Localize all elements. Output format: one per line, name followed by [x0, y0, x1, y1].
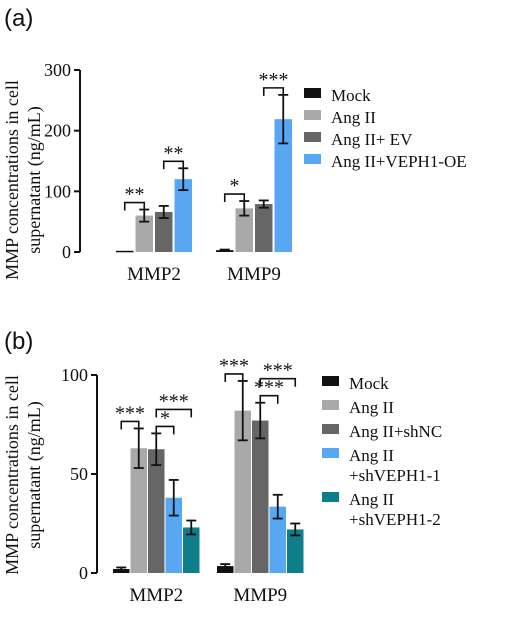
significance-label: **: [125, 184, 145, 206]
y-tick-label: 100: [61, 365, 88, 385]
significance-bracket: [120, 420, 140, 430]
bar: [130, 448, 147, 573]
legend-label: Ang II+VEPH1-OE: [331, 152, 467, 171]
bar: [155, 211, 173, 252]
significance-label: ***: [159, 390, 189, 412]
legend: Mock Ang II Ang II+ EV Ang II+VEPH1-OE: [304, 86, 467, 171]
legend-swatch: [304, 132, 321, 142]
bar: [217, 566, 234, 573]
significance-bracket: [262, 87, 285, 96]
y-tick-label: 200: [44, 121, 71, 141]
significance-label: **: [164, 142, 184, 164]
significance-bracket: [123, 201, 146, 211]
legend-swatch: [304, 88, 321, 98]
legend-swatch: [322, 376, 339, 386]
legend-label: Ang II: [349, 398, 394, 417]
x-category-label: MMP2: [129, 585, 183, 606]
y-axis-label-line-2: supernatant (ng/mL): [24, 106, 45, 253]
significance-bracket: [224, 373, 244, 382]
y-tick-label: 100: [44, 181, 71, 201]
bar: [235, 208, 253, 252]
significance-bracket: [155, 425, 175, 435]
bar: [287, 529, 304, 573]
legend-swatch: [304, 154, 321, 164]
y-axis-label-line-2: supernatant (ng/mL): [24, 401, 45, 548]
legend-label: Ang II+shNC: [349, 422, 442, 441]
y-tick-label: 0: [79, 563, 88, 583]
bar: [174, 179, 192, 252]
bar: [255, 204, 273, 252]
significance-label: ***: [115, 402, 145, 424]
bar: [116, 250, 134, 253]
significance-label: ***: [219, 355, 249, 377]
significance-bracket: [155, 408, 193, 418]
significance-bracket: [259, 377, 297, 387]
legend-label: Ang II: [331, 108, 376, 127]
y-axis-label-line-1: MMP concentrations in cell: [2, 375, 22, 575]
x-category-label: MMP9: [227, 264, 281, 285]
y-axis-label-line-1: MMP concentrations in cell: [2, 80, 22, 280]
legend-swatch: [322, 400, 339, 410]
significance-bracket: [259, 394, 279, 404]
y-tick-label: 0: [62, 242, 71, 262]
chart-panel-a: (a) MMP concentrations in cell supernata…: [2, 5, 467, 285]
legend-label: Mock: [349, 374, 389, 393]
y-tick-label: 300: [44, 60, 71, 80]
x-category-label: MMP9: [233, 585, 287, 606]
legend-label: +shVEPH1-2: [349, 510, 441, 529]
y-tick-label: 50: [70, 464, 88, 484]
legend-label: Ang II: [349, 490, 394, 509]
bar: [135, 215, 153, 252]
legend-swatch: [322, 424, 339, 434]
legend-label: Ang II: [349, 446, 394, 465]
legend-label: Ang II+ EV: [331, 130, 413, 149]
legend-label: Mock: [331, 86, 371, 105]
bar: [269, 506, 286, 573]
significance-bracket: [223, 193, 246, 203]
legend-swatch: [322, 492, 339, 502]
bar: [148, 449, 165, 573]
significance-label: ***: [263, 360, 293, 382]
bar: [234, 410, 251, 573]
legend-label: +shVEPH1-1: [349, 466, 441, 485]
significance-label: ***: [254, 377, 284, 399]
bar: [274, 119, 292, 252]
chart-panel-b: (b) MMP concentrations in cell supernata…: [2, 328, 442, 606]
legend-swatch: [304, 110, 321, 120]
bar: [183, 527, 200, 573]
panel-label-a: (a): [4, 5, 33, 32]
significance-label: ***: [259, 69, 289, 91]
bar: [252, 420, 269, 573]
panel-label-b: (b): [4, 328, 33, 355]
significance-label: *: [230, 175, 240, 197]
x-category-label: MMP2: [127, 264, 181, 285]
legend-swatch: [322, 448, 339, 458]
significance-bracket: [162, 160, 185, 170]
bar: [165, 497, 182, 573]
significance-label: *: [160, 407, 170, 429]
